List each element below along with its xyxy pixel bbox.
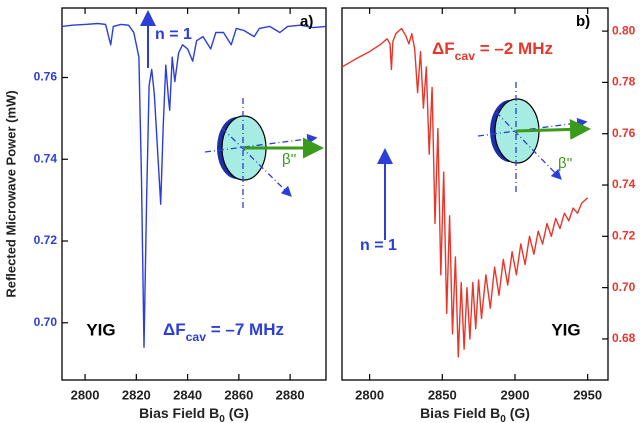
- detuning-label-part: cav: [186, 330, 207, 344]
- x-tick-label: 2820: [122, 387, 151, 402]
- data-line: [61, 22, 327, 348]
- x-axis-label-part: (G): [225, 405, 249, 421]
- detuning-label-part: = –7 MHz: [206, 320, 284, 339]
- x-tick-label: 2880: [276, 387, 305, 402]
- detuning-label-part: cav: [455, 49, 476, 63]
- panel-label: a): [300, 13, 313, 30]
- y-tick-label: 0.72: [34, 233, 58, 247]
- plot-frame: [61, 7, 327, 381]
- y-tick-label: 0.74: [34, 151, 58, 165]
- x-axis-label-part: 0: [500, 414, 506, 423]
- y-tick-label: 0.72: [612, 229, 636, 243]
- y-tick-label: 0.68: [612, 331, 636, 345]
- sample-label: YIG: [551, 320, 580, 339]
- x-axis-label-part: Bias Field B: [139, 405, 219, 421]
- detuning-label-part: = –2 MHz: [475, 39, 553, 58]
- y-tick-label: 0.70: [34, 315, 58, 329]
- detuning-label: ΔFcav = –7 MHz: [163, 320, 284, 344]
- y-tick-label: 0.76: [612, 126, 636, 140]
- x-axis-label-part: Bias Field B: [420, 405, 500, 421]
- x-tick-label: 2900: [501, 387, 530, 402]
- detuning-label-part: ΔF: [432, 39, 455, 58]
- x-axis-label: Bias Field B0 (G): [420, 405, 530, 423]
- angle-label: β'': [558, 155, 572, 172]
- x-axis-label: Bias Field B0 (G): [139, 405, 249, 423]
- x-axis-label-part: (G): [506, 405, 530, 421]
- y-tick-label: 0.78: [612, 75, 636, 89]
- x-tick-label: 2800: [71, 387, 100, 402]
- y-tick-label: 0.76: [34, 70, 58, 84]
- resonance-label: n = 1: [360, 237, 397, 254]
- detuning-label: ΔFcav = –2 MHz: [432, 39, 553, 63]
- x-tick-label: 2850: [428, 387, 457, 402]
- x-tick-label: 2950: [573, 387, 602, 402]
- x-tick-label: 2860: [224, 387, 253, 402]
- panel-label: b): [576, 13, 590, 30]
- detuning-label-part: ΔF: [163, 320, 186, 339]
- data-line: [341, 27, 589, 358]
- sample-diagram: [140, 10, 324, 210]
- y-tick-label: 0.74: [612, 177, 636, 191]
- y-tick-label: 0.80: [612, 23, 636, 37]
- plot-frame: [341, 7, 609, 381]
- sample-diagram: [377, 82, 591, 240]
- resonance-label: n = 1: [155, 26, 192, 43]
- y-axis-label: Reflected Microwave Power (mW): [3, 90, 18, 297]
- angle-label: β'': [282, 151, 296, 168]
- x-axis-label-part: 0: [219, 414, 225, 423]
- x-tick-label: 2800: [355, 387, 384, 402]
- sample-label: YIG: [86, 320, 115, 339]
- x-tick-label: 2840: [173, 387, 202, 402]
- y-tick-label: 0.70: [612, 280, 636, 294]
